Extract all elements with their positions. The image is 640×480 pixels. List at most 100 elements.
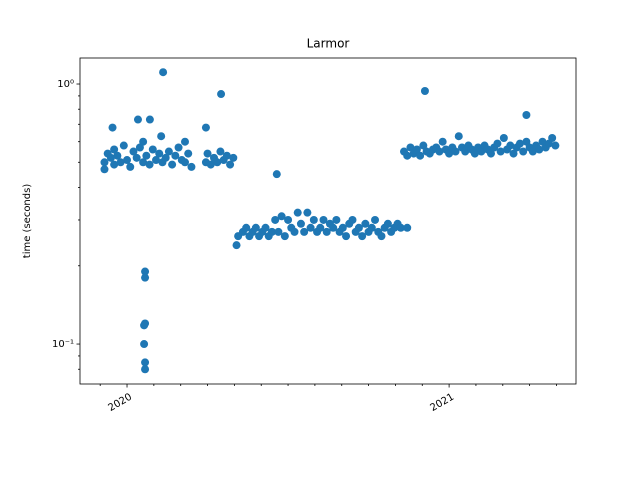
point bbox=[140, 321, 149, 330]
point bbox=[201, 123, 210, 132]
y-tick-label: 10⁰ bbox=[57, 79, 74, 90]
point bbox=[141, 365, 150, 374]
point bbox=[174, 143, 183, 152]
point bbox=[548, 133, 557, 142]
point bbox=[141, 267, 150, 276]
y-tick-label: 10⁻¹ bbox=[52, 339, 74, 350]
point bbox=[361, 219, 370, 228]
point bbox=[164, 147, 173, 156]
point bbox=[396, 223, 405, 232]
point bbox=[348, 215, 357, 224]
point bbox=[242, 223, 251, 232]
point bbox=[332, 215, 341, 224]
point bbox=[329, 223, 338, 232]
point bbox=[222, 151, 231, 160]
point bbox=[187, 162, 196, 171]
point bbox=[403, 151, 412, 160]
point bbox=[551, 141, 560, 150]
point bbox=[184, 149, 193, 158]
point bbox=[496, 147, 505, 156]
point bbox=[216, 147, 225, 156]
point bbox=[309, 215, 318, 224]
point bbox=[535, 145, 544, 154]
point bbox=[477, 147, 486, 156]
point bbox=[141, 273, 150, 282]
point bbox=[338, 223, 347, 232]
point bbox=[129, 147, 138, 156]
point bbox=[406, 143, 415, 152]
point bbox=[206, 160, 215, 169]
point bbox=[180, 158, 189, 167]
point bbox=[119, 141, 128, 150]
point bbox=[232, 241, 241, 250]
point bbox=[377, 232, 386, 241]
y-axis-label: time (seconds) bbox=[22, 184, 33, 259]
point bbox=[203, 149, 212, 158]
point bbox=[277, 212, 286, 221]
point bbox=[528, 147, 537, 156]
point bbox=[229, 153, 238, 162]
point bbox=[267, 227, 276, 236]
point bbox=[213, 158, 222, 167]
point bbox=[358, 232, 367, 241]
point bbox=[290, 227, 299, 236]
point bbox=[445, 149, 454, 158]
point bbox=[148, 145, 157, 154]
point bbox=[100, 165, 109, 174]
point bbox=[306, 223, 315, 232]
point bbox=[108, 123, 117, 132]
point bbox=[161, 153, 170, 162]
point bbox=[451, 147, 460, 156]
point bbox=[168, 160, 177, 169]
point bbox=[133, 115, 142, 124]
point bbox=[499, 133, 508, 142]
point bbox=[155, 149, 164, 158]
point bbox=[300, 227, 309, 236]
point bbox=[412, 145, 421, 154]
point bbox=[438, 137, 447, 146]
point bbox=[226, 160, 235, 169]
point bbox=[284, 215, 293, 224]
point bbox=[145, 160, 154, 169]
point bbox=[180, 137, 189, 146]
point bbox=[123, 156, 132, 165]
point bbox=[316, 223, 325, 232]
point bbox=[416, 151, 425, 160]
point bbox=[116, 158, 125, 167]
point bbox=[322, 227, 331, 236]
point bbox=[454, 132, 463, 141]
point bbox=[251, 223, 260, 232]
point bbox=[272, 170, 281, 179]
point bbox=[419, 141, 428, 150]
chart-title: Larmor bbox=[307, 37, 350, 51]
point bbox=[140, 340, 149, 349]
point bbox=[110, 145, 119, 154]
point bbox=[271, 215, 280, 224]
point bbox=[274, 227, 283, 236]
point bbox=[519, 147, 528, 156]
point bbox=[171, 151, 180, 160]
point bbox=[367, 223, 376, 232]
plot-area bbox=[100, 68, 560, 374]
point bbox=[303, 208, 312, 217]
point bbox=[141, 358, 150, 367]
point bbox=[515, 139, 524, 148]
point bbox=[420, 86, 429, 95]
point bbox=[261, 223, 270, 232]
point bbox=[132, 153, 141, 162]
point bbox=[371, 215, 380, 224]
point bbox=[106, 153, 115, 162]
point bbox=[486, 149, 495, 158]
point bbox=[280, 232, 289, 241]
point bbox=[139, 158, 148, 167]
point bbox=[110, 160, 119, 169]
point bbox=[100, 158, 109, 167]
point bbox=[296, 219, 305, 228]
point bbox=[435, 147, 444, 156]
point bbox=[145, 115, 154, 124]
axes-frame bbox=[79, 57, 577, 385]
point bbox=[157, 132, 166, 141]
point bbox=[139, 137, 148, 146]
